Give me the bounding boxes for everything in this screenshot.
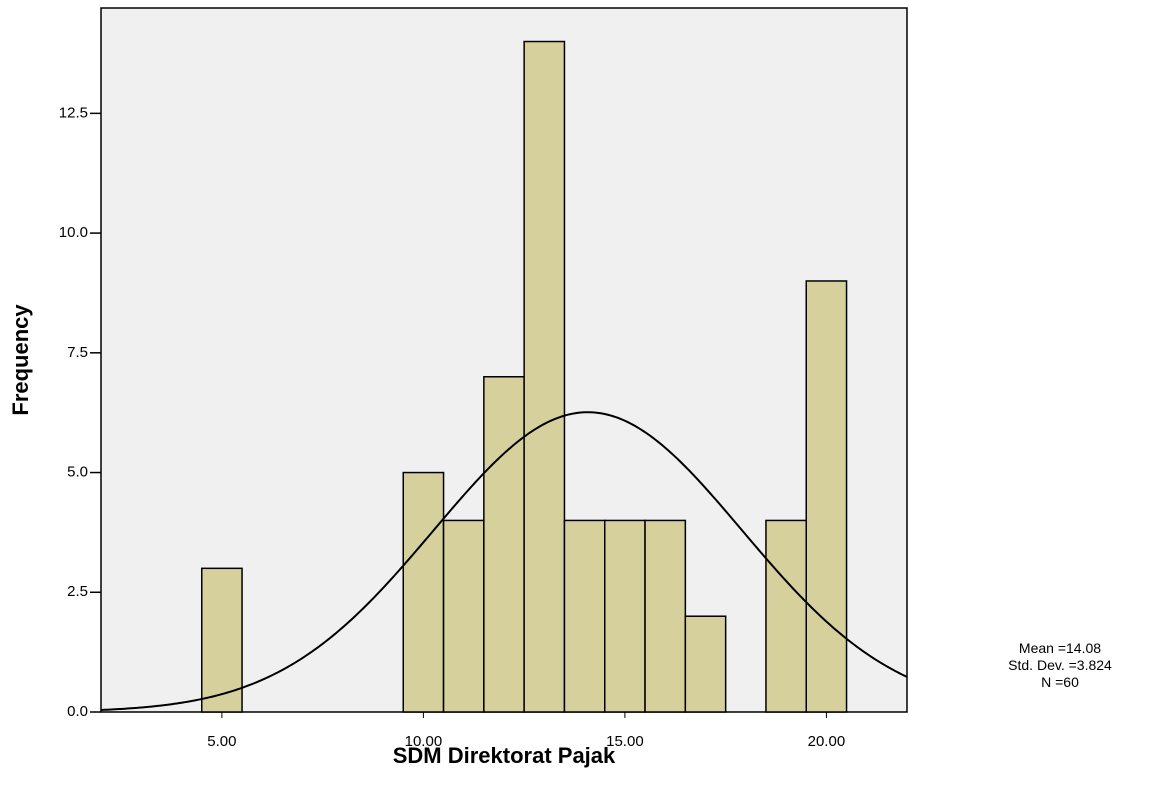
stat-annotation: Std. Dev. =3.824 [1008,657,1112,673]
y-tick-label: 12.5 [59,104,88,121]
y-tick-label: 0.0 [67,703,88,720]
bar [685,616,725,712]
stat-value: 3.824 [1077,657,1112,673]
bar [524,42,564,712]
bar [605,520,645,712]
y-axis-title: Frequency [8,304,33,416]
stat-label: N = [1041,674,1063,690]
bar [444,520,484,712]
stat-label: Mean = [1019,640,1066,656]
bar [403,473,443,712]
x-tick-label: 5.00 [207,733,236,750]
bar [645,520,685,712]
stat-annotation: N =60 [1041,674,1079,690]
chart: SDM Direktorat Pajak Frequency 0.02.55.0… [0,0,1160,801]
stat-value: 60 [1063,674,1079,690]
bar [484,377,524,712]
stat-label: Std. Dev. = [1008,657,1077,673]
bar [806,281,846,712]
x-tick-label: 15.00 [606,733,644,750]
y-tick-label: 10.0 [59,224,88,241]
stat-annotation: Mean =14.08 [1019,640,1101,656]
y-tick-label: 7.5 [67,344,88,361]
bar [766,520,806,712]
x-tick-label: 10.00 [405,733,443,750]
y-tick-label: 5.0 [67,464,88,481]
bar [564,520,604,712]
stat-value: 14.08 [1066,640,1101,656]
x-tick-label: 20.00 [808,733,846,750]
y-tick-label: 2.5 [67,583,88,600]
